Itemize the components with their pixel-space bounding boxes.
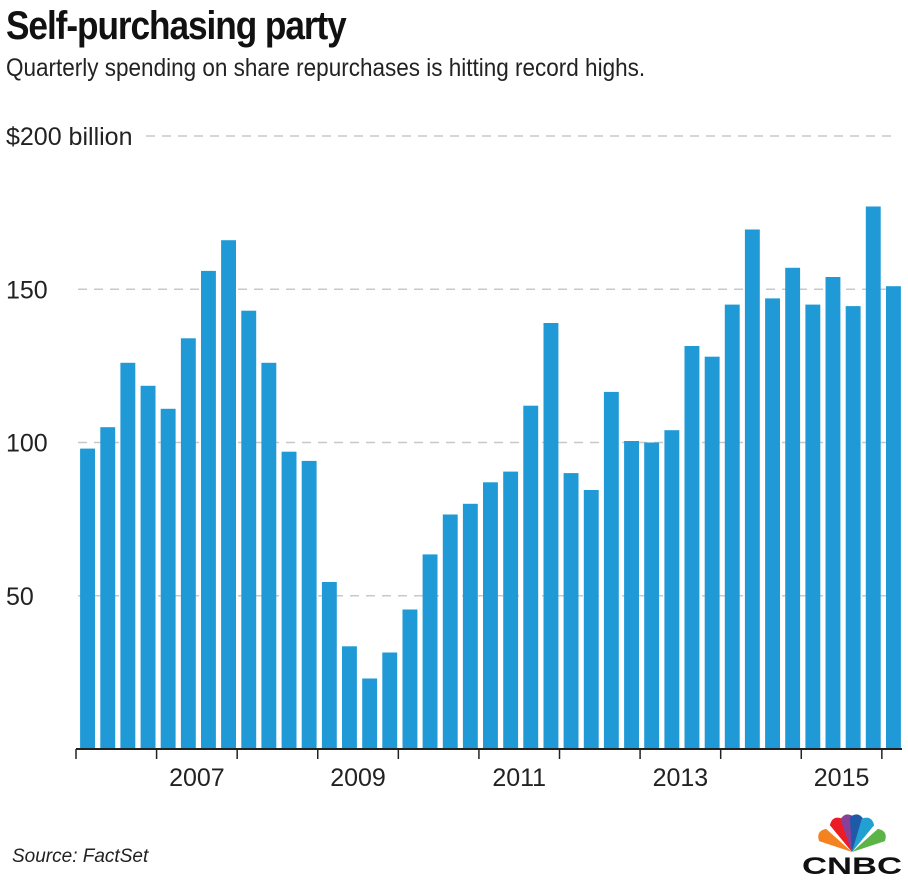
- peacock-feather: [849, 814, 864, 852]
- chart-subtitle: Quarterly spending on share repurchases …: [6, 54, 646, 82]
- peacock-feather: [852, 828, 886, 852]
- bar: [644, 442, 660, 749]
- bar: [603, 391, 619, 749]
- bar: [160, 408, 176, 749]
- bar: [342, 646, 357, 749]
- bar: [765, 298, 780, 749]
- bar: [583, 490, 599, 749]
- y-tick-label: 100: [6, 430, 48, 458]
- peacock-feather: [852, 817, 875, 852]
- bar: [100, 427, 116, 749]
- source-note: Source: FactSet: [12, 846, 149, 867]
- bar: [221, 240, 236, 749]
- y-tick-label: $200 billion: [6, 123, 133, 151]
- bar: [261, 362, 277, 749]
- bar: [422, 554, 438, 749]
- bar: [140, 385, 156, 749]
- bar: [704, 356, 720, 749]
- bar: [664, 430, 680, 749]
- bar: [382, 652, 398, 749]
- peacock-icon: [818, 814, 886, 852]
- peacock-feather: [829, 817, 852, 852]
- x-tick-label: 2009: [330, 764, 386, 792]
- bar: [886, 286, 901, 749]
- y-tick-label: 150: [6, 276, 48, 304]
- bar: [462, 503, 478, 749]
- chart-title: Self-purchasing party: [6, 4, 347, 48]
- bar: [744, 229, 760, 749]
- bar: [684, 346, 700, 749]
- x-tick-label: 2013: [653, 764, 709, 792]
- logo-text: CNBC: [802, 853, 902, 878]
- bar: [825, 277, 841, 749]
- bar: [301, 460, 317, 749]
- peacock-feather: [818, 828, 852, 852]
- bar: [724, 304, 740, 749]
- bar: [442, 514, 458, 749]
- bar: [80, 448, 95, 749]
- bar: [281, 451, 297, 749]
- bar: [563, 473, 579, 749]
- x-tick-label: 2007: [169, 764, 225, 792]
- bar: [120, 362, 136, 749]
- bar: [402, 609, 418, 749]
- bar: [805, 304, 821, 749]
- bar: [785, 267, 801, 749]
- bar: [483, 482, 498, 749]
- bar: [523, 405, 539, 749]
- bar: [845, 306, 861, 749]
- bar: [321, 582, 337, 749]
- bar: [865, 206, 881, 749]
- bar: [624, 441, 639, 749]
- bar: [241, 310, 257, 749]
- cnbc-logo: CNBC: [802, 814, 902, 878]
- x-tick-label: 2011: [492, 764, 546, 792]
- x-tick-label: 2015: [814, 764, 870, 792]
- bar: [201, 270, 216, 749]
- y-tick-label: 50: [6, 583, 34, 611]
- bar: [503, 471, 519, 749]
- bar: [180, 338, 196, 749]
- bar: [362, 678, 378, 749]
- bar: [543, 323, 559, 749]
